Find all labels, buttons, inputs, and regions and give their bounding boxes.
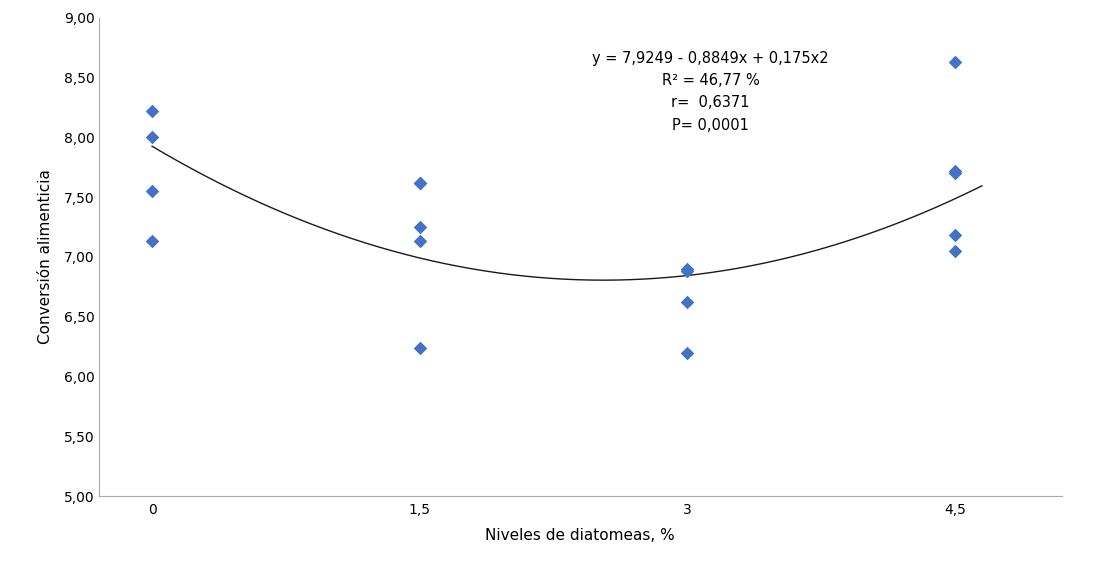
Point	[143, 133, 161, 142]
Point	[679, 348, 696, 357]
Point	[411, 178, 428, 187]
Point	[411, 223, 428, 232]
Point	[143, 237, 161, 246]
Point	[679, 298, 696, 307]
Point	[946, 246, 964, 256]
Point	[946, 231, 964, 240]
Point	[679, 264, 696, 273]
Point	[946, 168, 964, 178]
Point	[411, 343, 428, 353]
X-axis label: Niveles de diatomeas, %: Niveles de diatomeas, %	[485, 529, 676, 544]
Point	[946, 57, 964, 67]
Point	[143, 106, 161, 116]
Point	[946, 166, 964, 175]
Y-axis label: Conversión alimenticia: Conversión alimenticia	[37, 169, 53, 345]
Point	[679, 267, 696, 276]
Text: y = 7,9249 - 0,8849x + 0,175x2
R² = 46,77 %
r=  0,6371
P= 0,0001: y = 7,9249 - 0,8849x + 0,175x2 R² = 46,7…	[592, 51, 829, 133]
Point	[411, 178, 428, 187]
Point	[411, 237, 428, 246]
Point	[143, 186, 161, 196]
